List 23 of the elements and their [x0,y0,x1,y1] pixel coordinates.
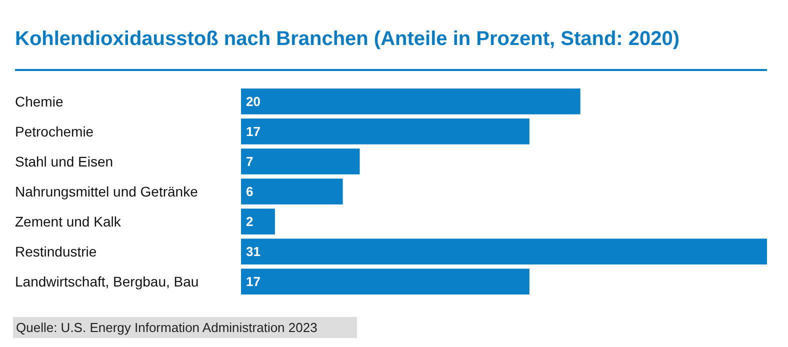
y-tick-label: Nahrungsmittel und Getränke [15,184,198,200]
data-label: 17 [246,274,260,290]
bar [241,148,360,174]
bar [241,88,580,114]
chart-title: Kohlendioxidausstoß nach Branchen (Anteile in Prozent, Stand: 2020) [15,28,680,50]
data-label: 17 [246,124,260,139]
y-tick-label: Landwirtschaft, Bergbau, Bau [15,274,199,290]
bar [241,178,343,204]
bar [241,118,530,144]
y-tick-label: Restindustrie [15,244,97,260]
y-tick-label: Stahl und Eisen [15,153,114,170]
source-note: Quelle: U.S. Energy Information Administration 2023 [16,320,318,335]
data-label: 7 [246,154,254,169]
y-tick-label: Chemie [15,93,64,110]
bar [241,238,767,264]
y-tick-label: Petrochemie [15,123,94,140]
data-label: 6 [246,184,254,199]
data-label: 2 [246,214,254,230]
bar [241,208,275,234]
y-tick-label: Zement und Kalk [15,214,122,230]
data-label: 31 [246,244,260,260]
data-label: 20 [246,94,260,109]
bar [241,268,530,294]
